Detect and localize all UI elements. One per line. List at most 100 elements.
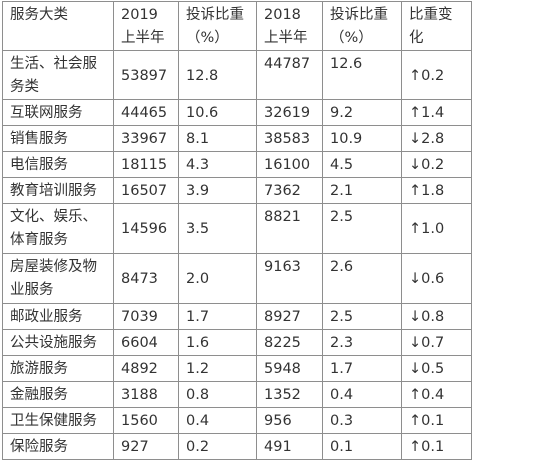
cell-count-2018: 5948 xyxy=(256,355,323,382)
cell-category: 教育培训服务 xyxy=(2,177,114,204)
cell-count-2019: 33967 xyxy=(113,125,179,152)
cell-count-2019: 18115 xyxy=(113,151,179,178)
table-row: 邮政业服务 7039 1.7 8927 2.5 ↓0.8 xyxy=(2,303,472,330)
cell-share-2018: 2.5 xyxy=(322,303,402,330)
cell-count-2019: 3188 xyxy=(113,381,179,408)
cell-count-2019: 14596 xyxy=(113,203,179,254)
cell-share-2018: 0.1 xyxy=(322,433,402,460)
cell-share-change: ↓2.8 xyxy=(401,125,472,152)
table-row: 生活、社会服务类 53897 12.8 44787 12.6 ↑0.2 xyxy=(2,50,472,100)
cell-count-2019: 44465 xyxy=(113,99,179,126)
cell-share-2019: 2.0 xyxy=(178,253,257,304)
cell-share-change: ↓0.6 xyxy=(401,253,472,304)
cell-count-2019: 927 xyxy=(113,433,179,460)
header-row: 服务大类 2019 上半年 投诉比重 （%） 2018 上半年 投诉比重 （%）… xyxy=(2,1,472,51)
table-row: 文化、娱乐、体育服务 14596 3.5 8821 2.5 ↑1.0 xyxy=(2,203,472,254)
cell-share-2018: 2.5 xyxy=(322,203,402,254)
complaint-statistics-table: 服务大类 2019 上半年 投诉比重 （%） 2018 上半年 投诉比重 （%）… xyxy=(2,1,472,460)
table-row: 房屋装修及物业服务 8473 2.0 9163 2.6 ↓0.6 xyxy=(2,253,472,304)
cell-count-2018: 8927 xyxy=(256,303,323,330)
complaint-statistics-table-container: 服务大类 2019 上半年 投诉比重 （%） 2018 上半年 投诉比重 （%）… xyxy=(2,1,472,460)
cell-share-2019: 3.5 xyxy=(178,203,257,254)
cell-share-2019: 3.9 xyxy=(178,177,257,204)
cell-share-change: ↑0.1 xyxy=(401,407,472,434)
cell-category: 公共设施服务 xyxy=(2,329,114,356)
cell-count-2019: 53897 xyxy=(113,50,179,100)
cell-category: 旅游服务 xyxy=(2,355,114,382)
cell-share-change: ↑0.1 xyxy=(401,433,472,460)
header-share-change: 比重变化 xyxy=(401,1,472,51)
cell-share-change: ↓0.7 xyxy=(401,329,472,356)
table-row: 教育培训服务 16507 3.9 7362 2.1 ↑1.8 xyxy=(2,177,472,204)
header-2018-h1: 2018 上半年 xyxy=(256,1,323,51)
cell-category: 生活、社会服务类 xyxy=(2,50,114,100)
cell-share-change: ↑0.2 xyxy=(401,50,472,100)
table-row: 保险服务 927 0.2 491 0.1 ↑0.1 xyxy=(2,433,472,460)
cell-share-2018: 12.6 xyxy=(322,50,402,100)
cell-count-2018: 32619 xyxy=(256,99,323,126)
table-row: 公共设施服务 6604 1.6 8225 2.3 ↓0.7 xyxy=(2,329,472,356)
cell-share-change: ↓0.8 xyxy=(401,303,472,330)
cell-share-2019: 10.6 xyxy=(178,99,257,126)
cell-count-2018: 956 xyxy=(256,407,323,434)
cell-share-2018: 10.9 xyxy=(322,125,402,152)
cell-category: 电信服务 xyxy=(2,151,114,178)
cell-category: 邮政业服务 xyxy=(2,303,114,330)
cell-share-2018: 0.4 xyxy=(322,381,402,408)
cell-share-change: ↑1.4 xyxy=(401,99,472,126)
cell-category: 销售服务 xyxy=(2,125,114,152)
cell-share-change: ↓0.5 xyxy=(401,355,472,382)
cell-share-2018: 1.7 xyxy=(322,355,402,382)
cell-share-2018: 4.5 xyxy=(322,151,402,178)
table-row: 电信服务 18115 4.3 16100 4.5 ↓0.2 xyxy=(2,151,472,178)
cell-count-2019: 8473 xyxy=(113,253,179,304)
cell-count-2019: 1560 xyxy=(113,407,179,434)
cell-category: 房屋装修及物业服务 xyxy=(2,253,114,304)
cell-category: 文化、娱乐、体育服务 xyxy=(2,203,114,254)
cell-category: 保险服务 xyxy=(2,433,114,460)
cell-count-2018: 7362 xyxy=(256,177,323,204)
cell-share-2019: 4.3 xyxy=(178,151,257,178)
cell-share-2019: 12.8 xyxy=(178,50,257,100)
table-row: 卫生保健服务 1560 0.4 956 0.3 ↑0.1 xyxy=(2,407,472,434)
cell-share-2019: 0.2 xyxy=(178,433,257,460)
table-row: 金融服务 3188 0.8 1352 0.4 ↑0.4 xyxy=(2,381,472,408)
cell-category: 卫生保健服务 xyxy=(2,407,114,434)
cell-share-2018: 2.3 xyxy=(322,329,402,356)
cell-count-2018: 9163 xyxy=(256,253,323,304)
cell-count-2018: 38583 xyxy=(256,125,323,152)
header-category: 服务大类 xyxy=(2,1,114,51)
cell-share-change: ↑0.4 xyxy=(401,381,472,408)
cell-share-2018: 2.1 xyxy=(322,177,402,204)
cell-count-2018: 491 xyxy=(256,433,323,460)
cell-count-2019: 6604 xyxy=(113,329,179,356)
cell-count-2018: 1352 xyxy=(256,381,323,408)
table-row: 销售服务 33967 8.1 38583 10.9 ↓2.8 xyxy=(2,125,472,152)
cell-share-2018: 9.2 xyxy=(322,99,402,126)
header-share-2019: 投诉比重 （%） xyxy=(178,1,257,51)
cell-share-2019: 0.4 xyxy=(178,407,257,434)
cell-count-2019: 16507 xyxy=(113,177,179,204)
cell-share-change: ↓0.2 xyxy=(401,151,472,178)
cell-share-2019: 1.6 xyxy=(178,329,257,356)
cell-share-2019: 8.1 xyxy=(178,125,257,152)
cell-share-2018: 0.3 xyxy=(322,407,402,434)
cell-share-2019: 0.8 xyxy=(178,381,257,408)
cell-count-2019: 4892 xyxy=(113,355,179,382)
cell-count-2018: 44787 xyxy=(256,50,323,100)
cell-category: 互联网服务 xyxy=(2,99,114,126)
cell-share-2019: 1.2 xyxy=(178,355,257,382)
cell-share-2018: 2.6 xyxy=(322,253,402,304)
cell-category: 金融服务 xyxy=(2,381,114,408)
cell-count-2018: 8225 xyxy=(256,329,323,356)
header-2019-h1: 2019 上半年 xyxy=(113,1,179,51)
table-row: 互联网服务 44465 10.6 32619 9.2 ↑1.4 xyxy=(2,99,472,126)
cell-count-2018: 16100 xyxy=(256,151,323,178)
cell-count-2019: 7039 xyxy=(113,303,179,330)
table-row: 旅游服务 4892 1.2 5948 1.7 ↓0.5 xyxy=(2,355,472,382)
cell-share-change: ↑1.0 xyxy=(401,203,472,254)
cell-share-change: ↑1.8 xyxy=(401,177,472,204)
header-share-2018: 投诉比重 （%） xyxy=(322,1,402,51)
cell-share-2019: 1.7 xyxy=(178,303,257,330)
cell-count-2018: 8821 xyxy=(256,203,323,254)
